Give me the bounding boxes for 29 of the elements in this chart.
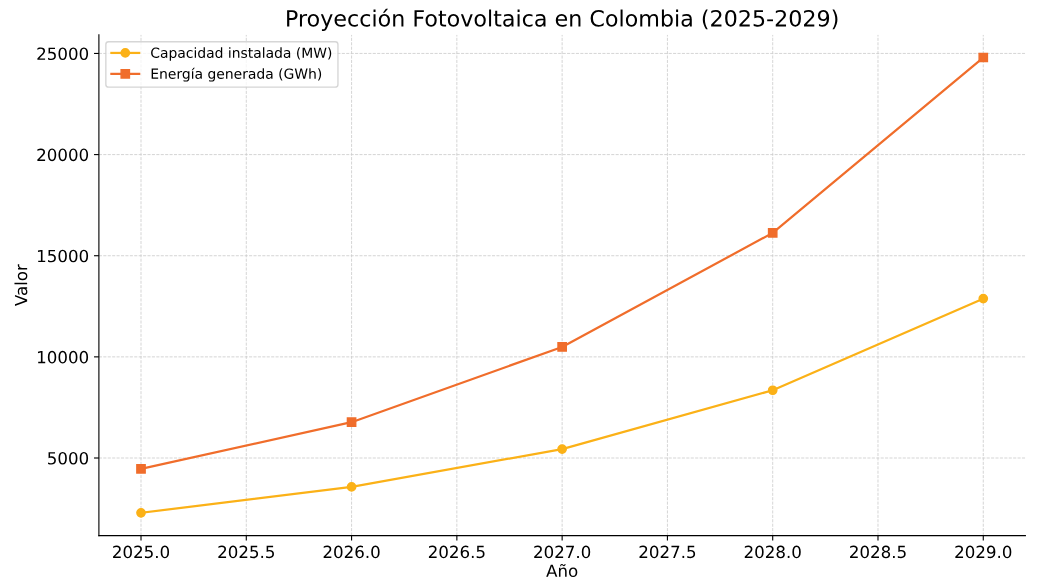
x-tick-label: 2027.0 — [534, 545, 591, 559]
point — [136, 507, 146, 518]
legend-label: Capacidad instalada (MW) — [151, 47, 332, 61]
point — [557, 444, 568, 454]
x-tick-label: 2026.5 — [428, 545, 485, 559]
y-tick-label: 25000 — [37, 47, 89, 61]
y-tick-label: 20000 — [37, 148, 89, 162]
x-tick-label: 2025.0 — [113, 545, 170, 559]
y-tick-label: 15000 — [37, 249, 89, 263]
legend-label: Energía generada (GWh) — [151, 67, 322, 82]
point — [978, 52, 989, 63]
x-tick-label: 2025.5 — [218, 545, 274, 559]
point — [767, 385, 778, 396]
x-tick-label: 2027.5 — [639, 545, 696, 559]
y-tick-label: 5000 — [48, 451, 89, 465]
y-axis-title: Valor — [14, 264, 28, 307]
point — [136, 464, 146, 474]
y-tick-label: 10000 — [37, 350, 89, 364]
chart-title: Proyección Fotovoltaica en Colombia (2025-2029) — [287, 8, 838, 32]
point — [346, 482, 357, 492]
point — [978, 293, 989, 304]
x-axis-title: Año — [546, 563, 578, 578]
point — [346, 417, 357, 428]
point — [767, 228, 778, 238]
point — [557, 342, 568, 352]
x-tick-label: 2028.0 — [744, 545, 801, 559]
x-tick-label: 2029.0 — [955, 545, 1012, 559]
x-tick-label: 2028.5 — [850, 545, 906, 559]
x-tick-label: 2026.0 — [323, 545, 380, 559]
